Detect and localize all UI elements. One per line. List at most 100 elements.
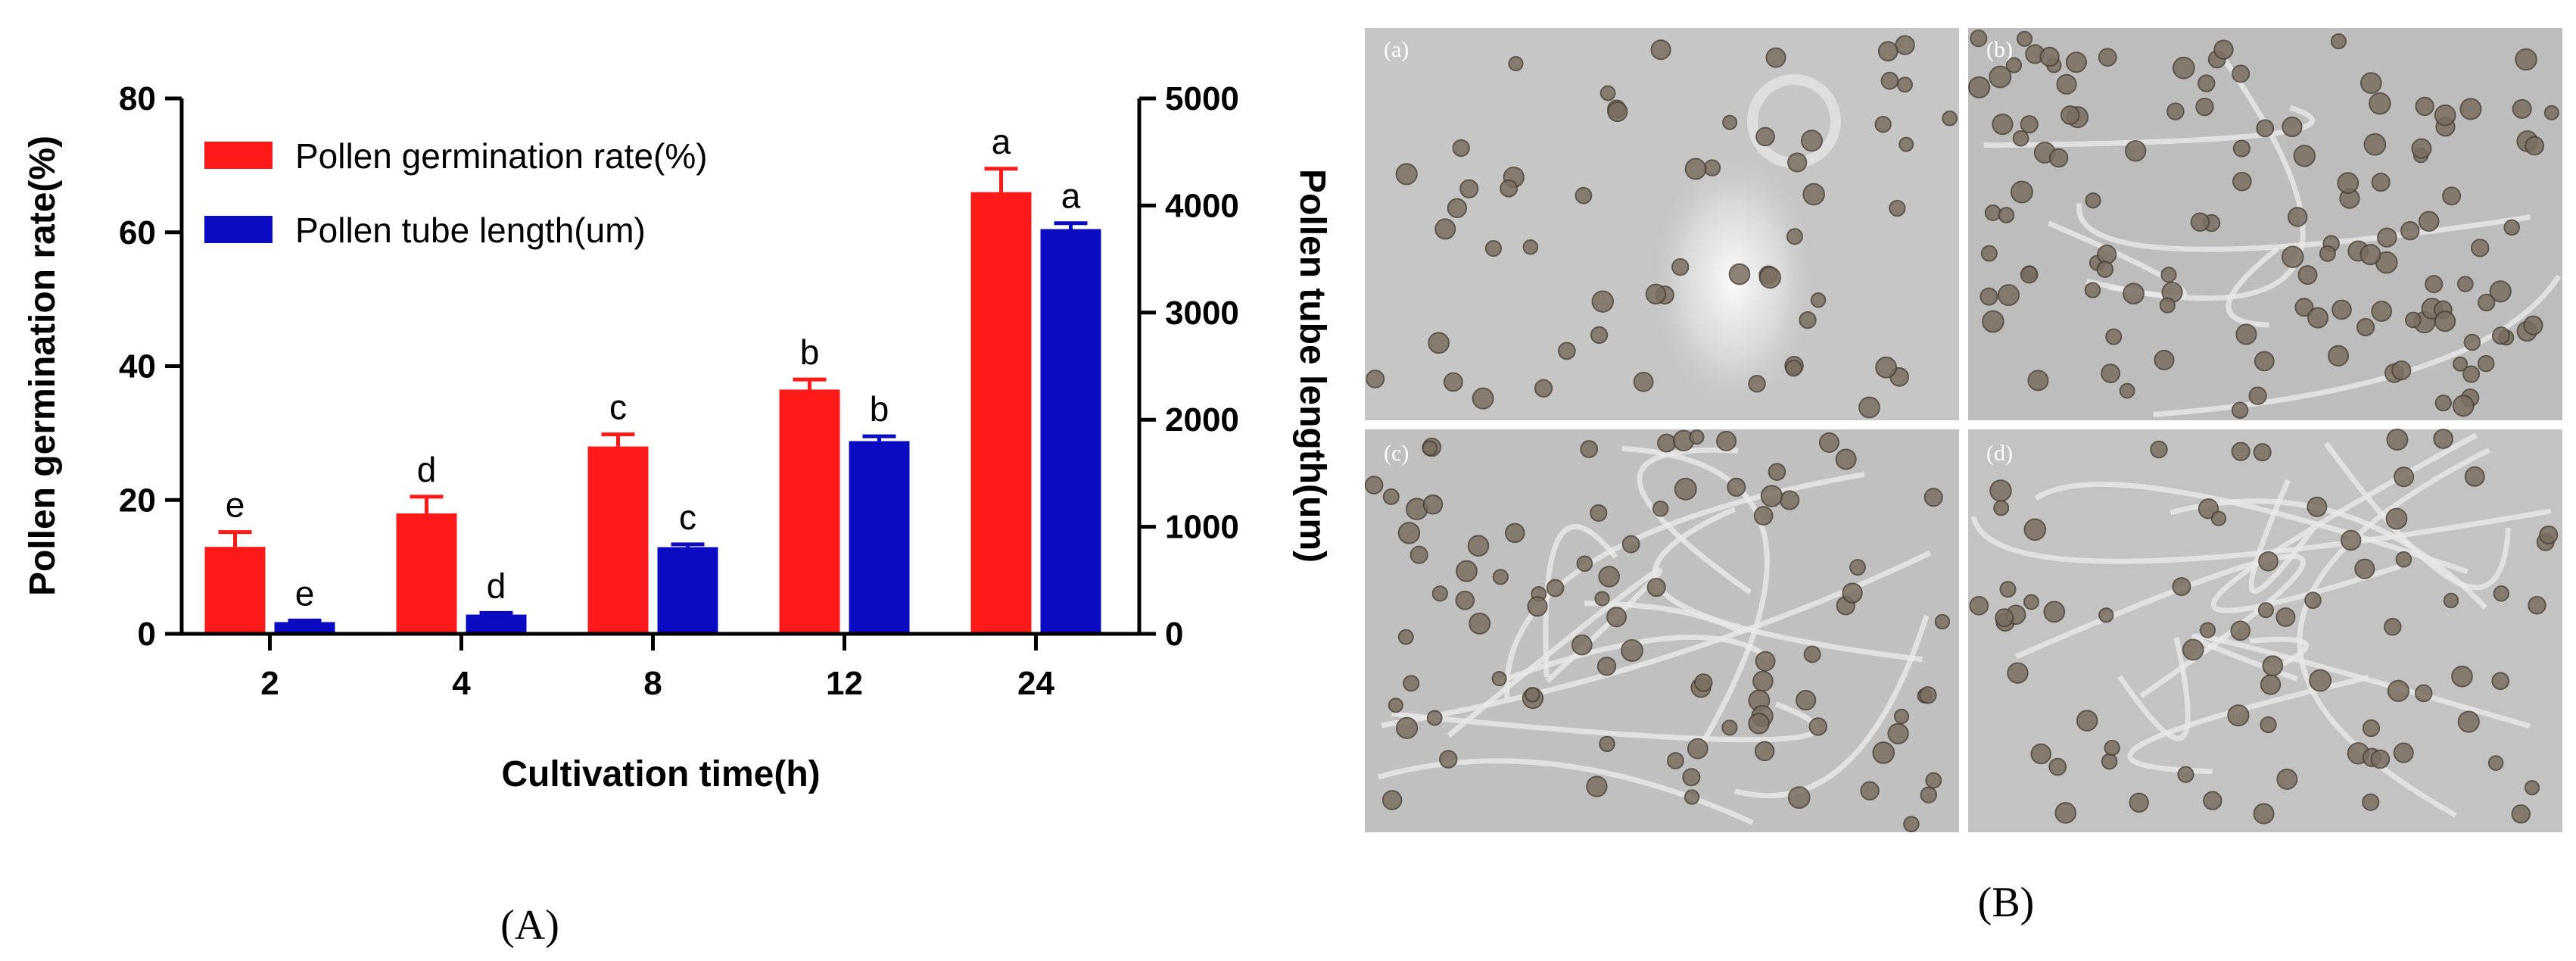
pollen-grain [1992, 113, 2014, 136]
pollen-grain [2248, 386, 2267, 405]
pollen-grain [2309, 669, 2332, 692]
pollen-tube [2226, 246, 2280, 328]
pollen-grain [1645, 283, 1667, 305]
pollen-grain [1534, 379, 1553, 398]
pollen-grain [2096, 261, 2114, 278]
pollen-grain [2362, 719, 2381, 738]
left-y-tick-label: 20 [119, 482, 156, 519]
pollen-tube [2117, 637, 2191, 741]
pollen-grain [1889, 199, 1906, 217]
right-y-axis-title: Pollen tube length(um) [1292, 169, 1332, 563]
pollen-grain [2452, 395, 2475, 417]
pollen-grain [1802, 183, 1825, 206]
pollen-grain [1557, 342, 1576, 360]
pollen-grain [2443, 592, 2459, 609]
significance-label-germination: c [609, 388, 627, 427]
significance-label-tube-length: a [1061, 176, 1081, 216]
pollen-grain [2129, 792, 2149, 813]
pollen-grain [1999, 581, 2017, 598]
pollen-grain [1752, 670, 1774, 692]
micrograph-label-c: (c) [1384, 441, 1409, 466]
legend-swatch-germination [204, 142, 273, 169]
pollen-grain [1455, 591, 1475, 610]
pollen-grain [2023, 518, 2047, 541]
pollen-grain [1607, 101, 1628, 123]
bar-germination-rate [587, 446, 649, 634]
pollen-grain [2065, 51, 2087, 73]
pollen-grain [2177, 766, 2194, 783]
pollen-grain [1925, 772, 1942, 789]
pollen-grain [1984, 204, 2001, 221]
pollen-grain [1755, 126, 1775, 147]
pollen-grain [1980, 287, 1998, 306]
pollen-grain [1989, 65, 2012, 89]
right-y-tick-label: 0 [1165, 616, 1183, 653]
pollen-grain [2048, 757, 2067, 776]
pollen-grain [1484, 239, 1503, 257]
pollen-tube [1652, 507, 1923, 663]
left-y-ticks: 0 20 40 60 80 [119, 80, 182, 653]
pollen-grain [2515, 48, 2537, 71]
pollen-grain [2464, 466, 2485, 487]
pollen-grain [2470, 239, 2490, 257]
pollen-tube [2249, 636, 2310, 671]
pollen-grain [1467, 535, 1490, 557]
significance-label-germination: b [800, 332, 820, 372]
pollen-grain [1527, 596, 1548, 617]
pollen-grain [1796, 690, 1817, 711]
x-tick-label: 8 [643, 665, 662, 702]
pollen-grain [2369, 92, 2391, 115]
pollen-grain [2459, 98, 2482, 120]
pollen-grain [2253, 803, 2275, 825]
pollen-grain [1682, 768, 1701, 787]
pollen-tube [1734, 614, 1930, 799]
pollen-grain [1998, 207, 2015, 223]
pollen-grain [2056, 73, 2077, 95]
pollen-grain [2123, 282, 2145, 305]
pollen-grain [1684, 789, 1700, 805]
pollen-grain [1684, 158, 1707, 180]
pollen-grain [2027, 370, 2049, 392]
left-y-tick-label: 40 [119, 348, 156, 385]
pollen-grain [2511, 804, 2531, 824]
pollen-grain [1887, 722, 1909, 744]
panel-label-b: (B) [1978, 879, 2035, 926]
pollen-grain [2160, 267, 2177, 283]
pollen-grain [2451, 665, 2473, 688]
pollen-grain [2453, 356, 2469, 372]
pollen-grain [2377, 227, 2397, 248]
pollen-grain [2371, 173, 2391, 192]
pollen-grain [2354, 558, 2375, 579]
pollen-grain [2213, 39, 2234, 60]
pollen-grain [1657, 433, 1676, 453]
significance-label-germination: d [417, 450, 437, 489]
pollen-grain [1382, 488, 1400, 505]
bar-germination-rate [204, 547, 266, 634]
pollen-grain [1899, 136, 1914, 152]
pollen-grain [1997, 284, 2020, 307]
pollen-grain [2405, 311, 2422, 329]
x-tick-label: 2 [260, 665, 279, 702]
pollen-grain [1596, 657, 1617, 676]
pollen-grain [2543, 105, 2559, 120]
pollen-grain [2434, 394, 2452, 412]
pollen-grain [1703, 159, 1721, 176]
pollen-grain [1785, 359, 1802, 377]
pollen-tube [2248, 479, 2317, 594]
pollen-grain [1428, 332, 1450, 354]
pollen-grain [2414, 684, 2433, 703]
pollen-tube [1637, 447, 1752, 595]
pollen-grain [2331, 299, 2352, 320]
pollen-grain [2394, 466, 2415, 488]
pollen-grain [1803, 645, 1821, 663]
pollen-grain [2005, 57, 2023, 73]
pollen-grain [1780, 490, 1800, 510]
pollen-grain [2525, 136, 2545, 156]
pollen-grain [1993, 500, 2010, 516]
left-y-tick-label: 60 [119, 214, 156, 251]
pollen-grain [2400, 221, 2420, 241]
pollen-grain [2119, 382, 2135, 399]
pollen-grain [1492, 569, 1509, 585]
pollen-grain [1422, 440, 1438, 457]
micrograph-c [1365, 429, 1959, 832]
